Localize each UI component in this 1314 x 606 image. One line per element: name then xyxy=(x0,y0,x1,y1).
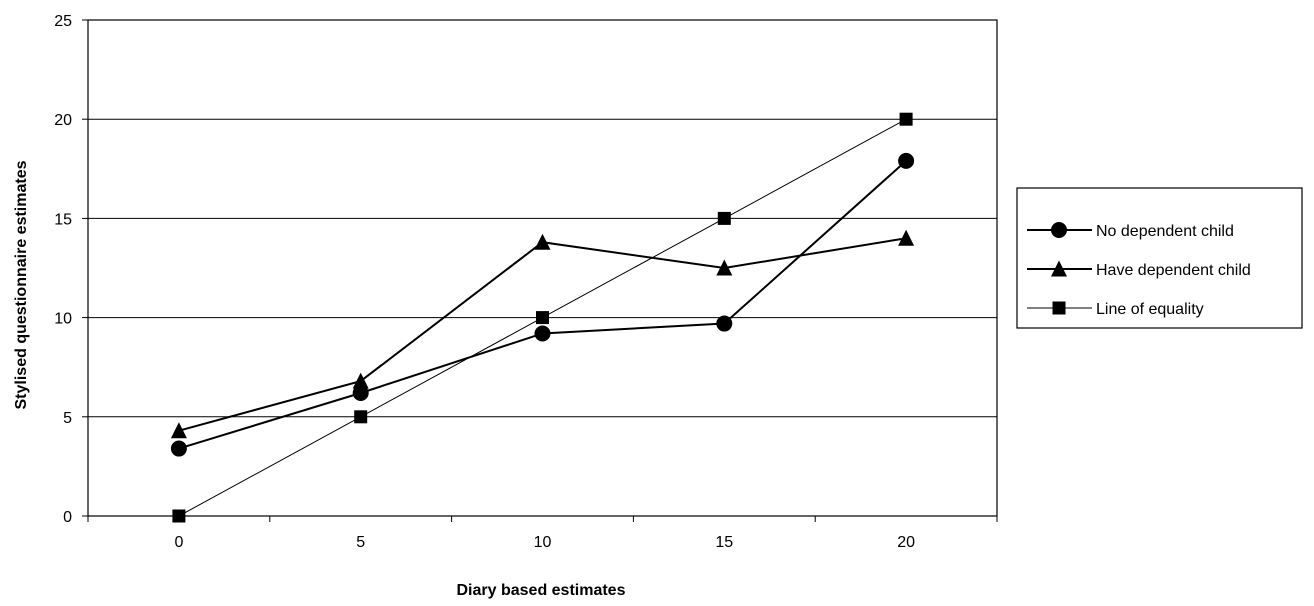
data-point-circle xyxy=(352,384,369,401)
data-point-circle xyxy=(170,440,187,457)
y-tick-label: 10 xyxy=(54,311,72,328)
data-point-triangle xyxy=(352,372,369,389)
y-tick-label: 0 xyxy=(63,509,72,526)
x-tick-label: 15 xyxy=(715,534,733,551)
data-point-triangle xyxy=(716,259,733,276)
x-tick-label: 0 xyxy=(174,534,183,551)
data-point-square xyxy=(717,211,731,225)
y-tick-label: 5 xyxy=(63,410,72,427)
data-point-square xyxy=(354,410,368,424)
legend-label: Have dependent child xyxy=(1096,262,1251,279)
data-point-triangle xyxy=(170,422,187,439)
legend: No dependent child Have dependent child Li… xyxy=(1016,187,1303,329)
series-line xyxy=(178,160,907,450)
data-point-circle xyxy=(534,325,551,342)
legend-label: No dependent child xyxy=(1096,223,1234,240)
y-tick-label: 25 xyxy=(54,13,72,30)
data-point-square xyxy=(899,112,913,126)
x-tick-label: 10 xyxy=(534,534,552,551)
legend-marker-triangle xyxy=(1051,260,1067,277)
data-point-square xyxy=(172,509,186,523)
data-point-triangle xyxy=(534,233,551,250)
y-tick-label: 20 xyxy=(54,112,72,129)
legend-label: Line of equality xyxy=(1096,301,1204,318)
x-tick-label: 5 xyxy=(356,534,365,551)
plot-frame xyxy=(87,19,998,517)
data-point-circle xyxy=(898,152,915,169)
y-axis-title: Stylised questionnaire estimates xyxy=(13,160,30,409)
x-tick-label: 20 xyxy=(897,534,915,551)
legend-marker-circle xyxy=(1051,222,1067,238)
data-point-square xyxy=(536,311,549,325)
x-axis-title: Diary based estimates xyxy=(457,582,626,599)
y-tick-label: 15 xyxy=(54,211,72,228)
data-point-triangle xyxy=(898,229,915,246)
data-point-circle xyxy=(716,315,733,332)
legend-marker-square xyxy=(1052,301,1066,315)
